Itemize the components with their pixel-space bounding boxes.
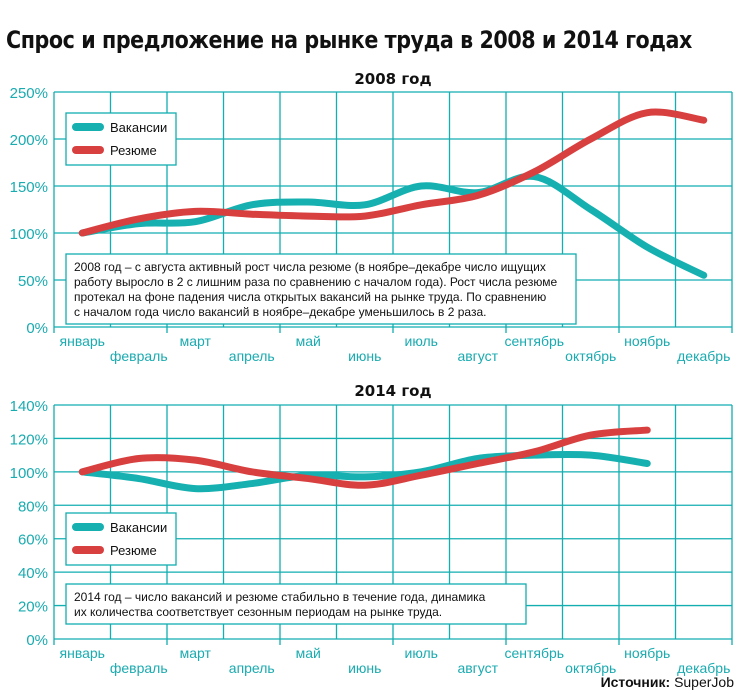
y-tick-label: 200% bbox=[10, 132, 48, 149]
x-tick-label: март bbox=[180, 645, 212, 661]
x-tick-label: апрель bbox=[229, 348, 275, 364]
y-tick-label: 120% bbox=[10, 431, 48, 448]
x-tick-label: июнь bbox=[348, 348, 381, 364]
x-tick-label: март bbox=[180, 333, 212, 349]
x-tick-label: апрель bbox=[229, 660, 275, 676]
x-tick-label: февраль bbox=[110, 660, 168, 676]
x-tick-label: август bbox=[457, 348, 498, 364]
source-label: Источник: bbox=[600, 674, 671, 690]
y-tick-label: 80% bbox=[18, 498, 48, 515]
y-tick-label: 0% bbox=[26, 632, 48, 649]
x-tick-label: сентябрь bbox=[504, 645, 564, 661]
series-line-vacancies bbox=[78, 172, 708, 279]
annotation-line: их количества соответствует сезонным пер… bbox=[74, 605, 442, 619]
source: Источник: SuperJob bbox=[601, 674, 734, 690]
chart-title: 2014 год bbox=[354, 382, 431, 400]
y-tick-label: 60% bbox=[18, 532, 48, 549]
x-tick-label: октябрь bbox=[565, 348, 616, 364]
x-tick-label: февраль bbox=[110, 348, 168, 364]
y-tick-label: 100% bbox=[10, 226, 48, 243]
legend-box bbox=[65, 112, 177, 166]
legend-label: Резюме bbox=[110, 543, 157, 558]
page-title: Спрос и предложение на рынке труда в 200… bbox=[6, 26, 692, 54]
legend-label: Вакансии bbox=[110, 520, 167, 535]
x-tick-label: декабрь bbox=[677, 660, 730, 676]
chart-title: 2008 год bbox=[354, 70, 431, 88]
y-tick-label: 20% bbox=[18, 599, 48, 616]
annotation-line: протекал на фоне падения числа открытых … bbox=[74, 290, 546, 304]
x-tick-label: ноябрь bbox=[624, 645, 670, 661]
x-tick-label: июль bbox=[405, 333, 438, 349]
annotation-box bbox=[65, 253, 577, 325]
x-tick-label: январь bbox=[60, 333, 105, 349]
x-tick-label: октябрь bbox=[565, 660, 616, 676]
x-tick-label: август bbox=[457, 660, 498, 676]
x-tick-label: май bbox=[296, 645, 321, 661]
y-tick-label: 40% bbox=[18, 565, 48, 582]
y-tick-label: 250% bbox=[10, 85, 48, 102]
y-tick-label: 0% bbox=[26, 320, 48, 337]
x-tick-label: июнь bbox=[348, 660, 381, 676]
y-tick-label: 150% bbox=[10, 179, 48, 196]
x-tick-label: сентябрь bbox=[504, 333, 564, 349]
x-tick-label: декабрь bbox=[677, 348, 730, 364]
x-tick-label: май bbox=[296, 333, 321, 349]
annotation-line: 2014 год – число вакансий и резюме стаби… bbox=[74, 590, 486, 604]
annotation-box bbox=[65, 583, 527, 625]
legend-label: Вакансии bbox=[110, 120, 167, 135]
legend-label: Резюме bbox=[110, 143, 157, 158]
annotation-line: работу выросло в 2 с лишним раза по срав… bbox=[74, 275, 558, 289]
series-line-resume bbox=[78, 108, 708, 237]
legend-box bbox=[65, 512, 177, 566]
y-tick-label: 140% bbox=[10, 398, 48, 415]
x-tick-label: январь bbox=[60, 645, 105, 661]
x-tick-label: июль bbox=[405, 645, 438, 661]
y-tick-label: 50% bbox=[18, 273, 48, 290]
annotation-line: 2008 год – с августа активный рост числа… bbox=[74, 260, 546, 274]
y-tick-label: 100% bbox=[10, 465, 48, 482]
x-tick-label: ноябрь bbox=[624, 333, 670, 349]
source-value: SuperJob bbox=[674, 674, 734, 690]
annotation-line: с началом года число вакансий в ноябре–д… bbox=[74, 305, 486, 319]
